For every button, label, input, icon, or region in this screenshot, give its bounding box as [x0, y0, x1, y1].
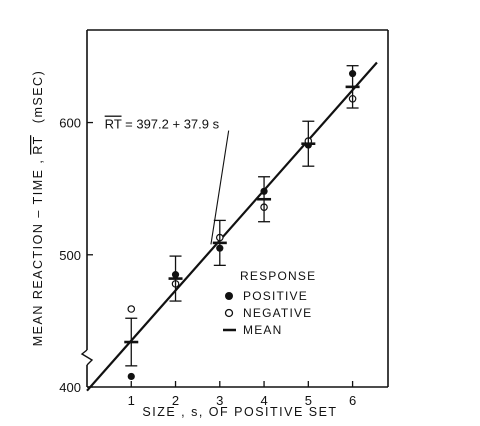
x-tick-label-3: 3 — [216, 393, 223, 408]
regression-equation-rt: RT — [105, 117, 122, 132]
y-axis-title-text: MEAN REACTION – TIME , RT (mSEC) — [31, 70, 45, 347]
ticks: 1 2 3 4 5 6 400 500 600 — [59, 116, 356, 408]
y-tick-label-500: 500 — [59, 248, 81, 263]
positive-point-1 — [127, 372, 135, 381]
plot-area — [80, 29, 389, 388]
y-axis-symbol: RT — [31, 135, 45, 154]
y-axis-unit: (mSEC) — [31, 70, 45, 123]
x-tick-label-1: 1 — [128, 393, 135, 408]
legend-item-negative: NEGATIVE — [243, 306, 312, 320]
y-axis-break — [80, 349, 94, 366]
legend-item-mean: MEAN — [243, 323, 282, 337]
legend-title: RESPONSE — [240, 269, 316, 283]
x-tick-label-5: 5 — [305, 393, 312, 408]
regression-equation-formula: = 397.2 + 37.9 s — [122, 117, 220, 132]
annotation-arrow — [210, 130, 230, 245]
legend-marker-negative — [224, 308, 234, 318]
y-axis-label: MEAN REACTION – TIME , — [31, 159, 45, 347]
x-axis-title: SIZE , s, OF POSITIVE SET — [142, 405, 337, 419]
data-marks — [124, 65, 360, 381]
regression-equation: RT = 397.2 + 37.9 s — [105, 117, 230, 245]
x-tick-label-4: 4 — [260, 393, 267, 408]
x-tick-label-6: 6 — [349, 393, 356, 408]
legend-marker-positive — [225, 292, 233, 300]
fit-line — [86, 61, 378, 392]
y-tick-label-400: 400 — [59, 380, 81, 395]
negative-point-1 — [127, 305, 136, 313]
legend: RESPONSE POSITIVE NEGATIVE MEAN — [223, 269, 316, 337]
x-tick-label-2: 2 — [172, 393, 179, 408]
regression-fit — [86, 61, 378, 392]
regression-equation-text: RT = 397.2 + 37.9 s — [105, 117, 220, 132]
y-axis-title: MEAN REACTION – TIME , RT (mSEC) — [31, 70, 45, 347]
legend-item-positive: POSITIVE — [243, 289, 308, 303]
y-tick-label-600: 600 — [59, 116, 81, 131]
